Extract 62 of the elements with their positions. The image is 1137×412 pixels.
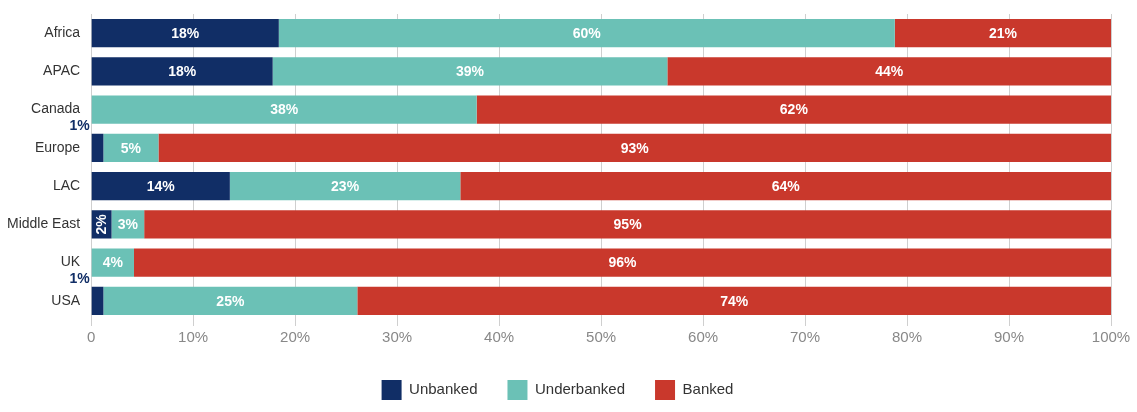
bar — [103, 286, 358, 316]
bar — [91, 286, 104, 316]
y-tick-label: APAC — [43, 62, 81, 79]
data-label: 62% — [779, 101, 809, 118]
data-label: 3% — [117, 216, 139, 233]
bar — [91, 133, 104, 163]
data-label: 74% — [720, 292, 749, 309]
bar — [229, 171, 461, 201]
bar — [144, 210, 1111, 239]
bar — [460, 171, 1111, 201]
x-tick-label: 50% — [586, 328, 617, 346]
y-tick-label: Africa — [44, 23, 81, 40]
x-tick-label: 60% — [688, 328, 719, 346]
legend-label: Banked — [682, 380, 734, 398]
x-tick-label: 80% — [892, 328, 923, 346]
y-tick-label: Europe — [34, 138, 81, 155]
data-label: 25% — [216, 292, 245, 309]
x-tick-label: 0 — [86, 328, 96, 346]
data-label: 14% — [146, 177, 176, 194]
data-label: 95% — [613, 216, 643, 233]
data-label: 38% — [270, 101, 299, 118]
bar — [894, 18, 1111, 48]
x-tick-label: 90% — [994, 328, 1025, 346]
bar — [91, 171, 230, 201]
bar — [476, 95, 1111, 124]
legend-label: Unbanked — [409, 380, 478, 398]
data-label: 44% — [875, 63, 904, 80]
data-label: 23% — [331, 177, 360, 194]
data-label: 64% — [771, 177, 801, 194]
x-tick-label: 20% — [280, 328, 311, 346]
data-label: 5% — [120, 139, 142, 156]
bar — [91, 95, 477, 124]
x-tick-label: 10% — [178, 328, 209, 346]
bar — [158, 133, 1111, 163]
y-tick-label: LAC — [52, 176, 81, 193]
bar — [133, 248, 1111, 277]
data-label: 18% — [168, 63, 197, 80]
data-label: 1% — [69, 269, 91, 286]
bar — [278, 18, 895, 48]
y-tick-label: Middle East — [6, 215, 81, 232]
data-label: 93% — [620, 139, 650, 156]
y-tick-label: UK — [60, 253, 81, 270]
x-tick-label: 30% — [382, 328, 413, 346]
x-tick-label: 40% — [484, 328, 515, 346]
bar — [272, 57, 668, 86]
x-tick-label: 70% — [790, 328, 821, 346]
x-tick-label: 100% — [1091, 328, 1131, 346]
data-label: 96% — [608, 254, 638, 271]
data-label: 21% — [988, 24, 1018, 41]
bar — [667, 57, 1111, 86]
data-label: 4% — [102, 254, 124, 271]
data-label: 2% — [93, 213, 110, 235]
bar — [91, 18, 279, 48]
bar — [91, 57, 273, 86]
y-tick-label: USA — [51, 291, 81, 308]
data-label: 60% — [572, 24, 602, 41]
legend-label: Underbanked — [534, 380, 626, 398]
data-label: 39% — [456, 63, 485, 80]
y-tick-label: Canada — [31, 100, 81, 117]
data-label: 1% — [69, 116, 91, 133]
data-label: 18% — [171, 24, 200, 41]
bar — [357, 286, 1111, 316]
